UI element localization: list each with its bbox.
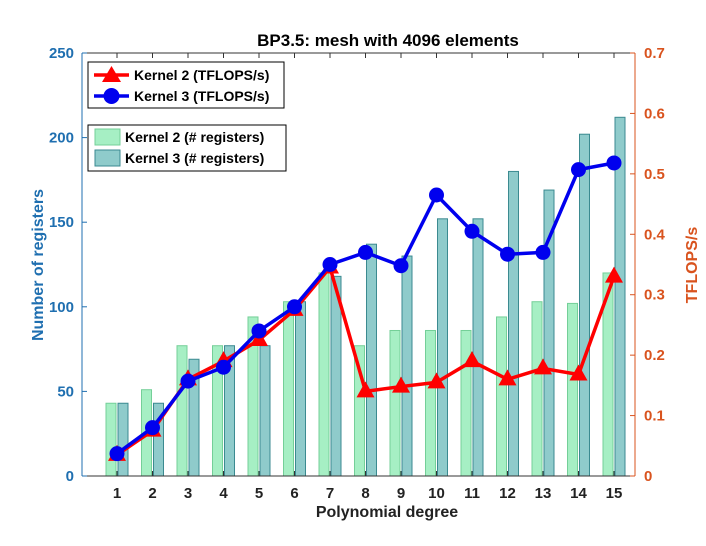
point-kernel2-tflops xyxy=(427,372,446,389)
point-kernel3-tflops xyxy=(180,373,196,389)
x-tick-label: 2 xyxy=(148,485,156,502)
x-tick-label: 9 xyxy=(397,485,405,502)
point-kernel3-tflops xyxy=(145,420,160,436)
point-kernel3-tflops xyxy=(393,258,409,274)
legend-kernel3-registers-swatch xyxy=(94,149,121,167)
bar-kernel3-registers xyxy=(472,218,484,477)
point-kernel3-tflops xyxy=(606,155,622,171)
bar-kernel2-registers xyxy=(176,345,188,477)
bar-kernel3-registers xyxy=(437,218,448,477)
x-tick-label: 13 xyxy=(535,485,552,502)
point-kernel3-tflops xyxy=(109,446,125,462)
bar-kernel3-registers xyxy=(117,402,129,477)
right-tick-label: 0.1 xyxy=(644,408,665,425)
x-axis-label: Polynomial degree xyxy=(316,504,458,521)
point-kernel3-tflops xyxy=(500,246,515,262)
point-kernel2-tflops xyxy=(356,381,375,398)
point-kernel3-tflops xyxy=(429,187,444,203)
lines-layer xyxy=(108,155,623,462)
bar-kernel2-registers xyxy=(318,272,330,477)
left-tick-label: 0 xyxy=(66,468,74,485)
point-kernel3-tflops xyxy=(322,257,338,272)
right-axis-label: TFLOPS/s xyxy=(684,227,701,304)
point-kernel2-tflops xyxy=(498,369,517,386)
point-kernel3-tflops xyxy=(571,162,586,178)
x-tick-label: 4 xyxy=(219,485,228,502)
bars-layer xyxy=(105,116,626,477)
x-tick-label: 15 xyxy=(606,485,623,502)
left-tick-label: 50 xyxy=(57,383,74,400)
bar-kernel3-registers xyxy=(366,243,377,477)
x-tick-label: 8 xyxy=(361,485,369,502)
left-tick-label: 250 xyxy=(49,45,74,62)
right-tick-label: 0.2 xyxy=(644,347,665,364)
left-tick-label: 100 xyxy=(49,299,74,316)
right-tick-label: 0.7 xyxy=(644,45,665,62)
bar-kernel2-registers xyxy=(283,301,294,477)
x-tick-label: 10 xyxy=(428,485,445,502)
x-tick-label: 5 xyxy=(255,485,263,502)
right-tick-label: 0.3 xyxy=(644,287,665,304)
bar-kernel2-registers xyxy=(105,402,117,477)
chart-title: BP3.5: mesh with 4096 elements xyxy=(257,31,519,50)
right-tick-label: 0.6 xyxy=(644,105,665,122)
bar-kernel2-registers xyxy=(496,316,507,477)
bar-kernel3-registers xyxy=(614,116,626,477)
x-tick-label: 6 xyxy=(290,485,298,502)
right-tick-label: 0.5 xyxy=(644,166,665,183)
legend-lines: Kernel 2 (TFLOPS/s) Kernel 3 (TFLOPS/s) xyxy=(87,61,285,109)
bar-kernel3-registers xyxy=(401,255,413,477)
point-kernel2-tflops xyxy=(569,364,588,381)
legend-triangle-marker xyxy=(102,66,121,82)
legend-kernel3-registers: Kernel 3 (# registers) xyxy=(125,150,264,166)
point-kernel2-tflops xyxy=(392,376,410,393)
point-kernel2-tflops xyxy=(463,351,481,368)
point-kernel3-tflops xyxy=(216,359,231,375)
right-tick-label: 0 xyxy=(644,468,652,485)
x-tick-label: 11 xyxy=(464,485,480,502)
point-kernel3-tflops xyxy=(251,323,267,339)
x-tick-label: 7 xyxy=(326,485,334,502)
bar-kernel3-registers xyxy=(508,170,519,477)
left-axis-label: Number of registers xyxy=(30,189,47,341)
bar-kernel2-registers xyxy=(389,329,401,477)
legend-kernel3-tflops: Kernel 3 (TFLOPS/s) xyxy=(134,88,269,104)
legend-circle-marker xyxy=(103,88,120,104)
legend-bars: Kernel 2 (# registers) Kernel 3 (# regis… xyxy=(87,124,287,172)
bar-kernel2-registers xyxy=(460,329,472,477)
bar-kernel2-registers xyxy=(531,301,543,477)
bar-kernel3-registers xyxy=(579,133,590,477)
x-tick-label: 14 xyxy=(570,485,587,502)
right-tick-label: 0.4 xyxy=(644,226,666,243)
legend-kernel2-tflops: Kernel 2 (TFLOPS/s) xyxy=(134,67,269,83)
point-kernel3-tflops xyxy=(535,244,551,260)
left-tick-label: 150 xyxy=(49,214,74,231)
bar-kernel3-registers xyxy=(259,345,271,477)
bar-kernel2-registers xyxy=(425,329,436,477)
point-kernel3-tflops xyxy=(464,223,480,239)
point-kernel3-tflops xyxy=(358,244,373,260)
x-tick-label: 1 xyxy=(113,485,121,502)
x-tick-label: 3 xyxy=(184,485,192,502)
point-kernel2-tflops xyxy=(534,358,552,375)
legend-kernel2-registers-swatch xyxy=(94,128,121,146)
x-tick-label: 12 xyxy=(499,485,516,502)
legend-kernel2-registers: Kernel 2 (# registers) xyxy=(125,129,264,145)
point-kernel2-tflops xyxy=(605,266,623,283)
left-tick-label: 200 xyxy=(49,130,74,147)
bar-kernel2-registers xyxy=(567,302,578,477)
bar-kernel3-registers xyxy=(295,301,306,477)
point-kernel3-tflops xyxy=(287,299,302,315)
ticks-layer: 1 2 3 4 5 6 7 8 9 10 11 12 13 14 1505010015020025000.1… xyxy=(49,45,666,502)
